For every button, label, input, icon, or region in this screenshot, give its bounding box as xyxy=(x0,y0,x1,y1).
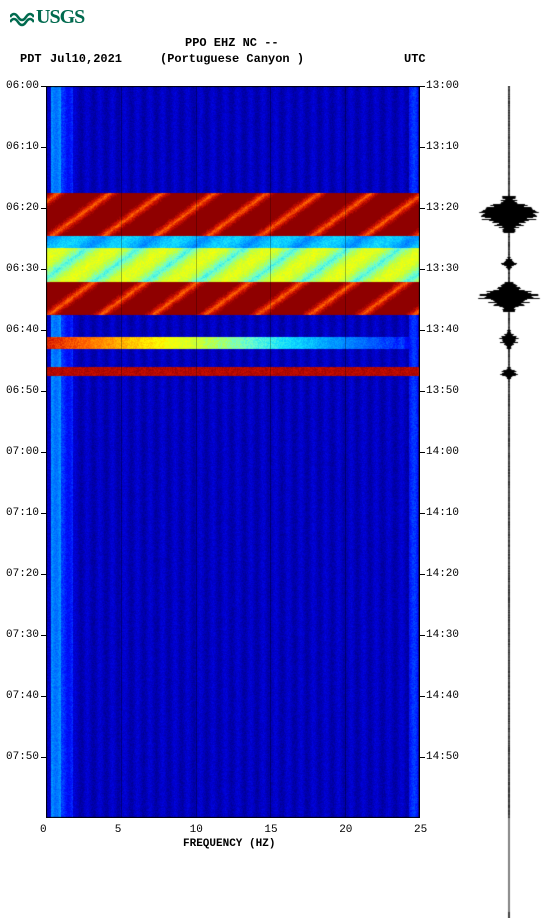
usgs-wave-icon xyxy=(10,9,34,27)
x-tick: 10 xyxy=(190,824,203,836)
left-time-tick-mark xyxy=(41,757,46,758)
x-tick: 15 xyxy=(264,824,277,836)
x-tick: 20 xyxy=(339,824,352,836)
usgs-logo: USGS xyxy=(10,6,84,29)
date-label: Jul10,2021 xyxy=(50,52,122,66)
right-tz-label: UTC xyxy=(404,52,426,66)
location-line: (Portuguese Canyon ) xyxy=(160,52,304,66)
left-time-tick-mark xyxy=(41,513,46,514)
left-time-tick-mark xyxy=(41,86,46,87)
left-time-tick: 07:30 xyxy=(6,629,44,641)
left-time-tick: 07:50 xyxy=(6,751,44,763)
left-time-tick: 06:00 xyxy=(6,80,44,92)
right-time-tick: 14:40 xyxy=(426,690,459,702)
left-time-tick-mark xyxy=(41,269,46,270)
grid-line xyxy=(345,86,346,818)
x-tick: 5 xyxy=(115,824,122,836)
right-time-tick: 14:10 xyxy=(426,507,459,519)
right-time-tick-mark xyxy=(420,269,425,270)
grid-line xyxy=(196,86,197,818)
right-time-tick-mark xyxy=(420,696,425,697)
left-time-tick-mark xyxy=(41,391,46,392)
left-time-tick: 07:10 xyxy=(6,507,44,519)
right-time-tick: 13:10 xyxy=(426,141,459,153)
station-line: PPO EHZ NC -- xyxy=(185,36,279,50)
left-time-tick-mark xyxy=(41,147,46,148)
right-time-tick: 14:20 xyxy=(426,568,459,580)
x-tick: 25 xyxy=(414,824,427,836)
right-time-tick: 14:50 xyxy=(426,751,459,763)
left-time-tick-mark xyxy=(41,696,46,697)
x-tick: 0 xyxy=(40,824,47,836)
right-time-tick-mark xyxy=(420,757,425,758)
right-time-tick: 13:40 xyxy=(426,324,459,336)
right-time-tick-mark xyxy=(420,330,425,331)
left-time-tick: 07:20 xyxy=(6,568,44,580)
right-time-tick: 13:00 xyxy=(426,80,459,92)
grid-line xyxy=(121,86,122,818)
x-axis-label: FREQUENCY (HZ) xyxy=(183,838,275,850)
left-time-tick: 06:20 xyxy=(6,202,44,214)
left-time-tick: 06:50 xyxy=(6,385,44,397)
right-time-tick-mark xyxy=(420,452,425,453)
right-time-tick-mark xyxy=(420,635,425,636)
left-time-tick-mark xyxy=(41,452,46,453)
left-tz-label: PDT xyxy=(20,52,42,66)
left-time-tick-mark xyxy=(41,330,46,331)
usgs-logo-text: USGS xyxy=(36,6,84,29)
right-time-tick: 13:50 xyxy=(426,385,459,397)
left-time-tick: 06:10 xyxy=(6,141,44,153)
left-time-tick-mark xyxy=(41,208,46,209)
grid-line xyxy=(270,86,271,818)
right-time-tick-mark xyxy=(420,86,425,87)
spectrogram-plot xyxy=(46,86,420,818)
left-time-tick: 06:30 xyxy=(6,263,44,275)
left-time-tick: 06:40 xyxy=(6,324,44,336)
right-time-tick: 13:30 xyxy=(426,263,459,275)
right-time-tick-mark xyxy=(420,391,425,392)
right-time-tick-mark xyxy=(420,147,425,148)
left-time-tick-mark xyxy=(41,574,46,575)
waveform-plot xyxy=(470,86,548,918)
right-time-tick-mark xyxy=(420,208,425,209)
right-time-tick: 14:00 xyxy=(426,446,459,458)
left-time-tick: 07:40 xyxy=(6,690,44,702)
right-time-tick: 14:30 xyxy=(426,629,459,641)
left-time-tick: 07:00 xyxy=(6,446,44,458)
right-time-tick-mark xyxy=(420,513,425,514)
left-time-tick-mark xyxy=(41,635,46,636)
right-time-tick-mark xyxy=(420,574,425,575)
right-time-tick: 13:20 xyxy=(426,202,459,214)
